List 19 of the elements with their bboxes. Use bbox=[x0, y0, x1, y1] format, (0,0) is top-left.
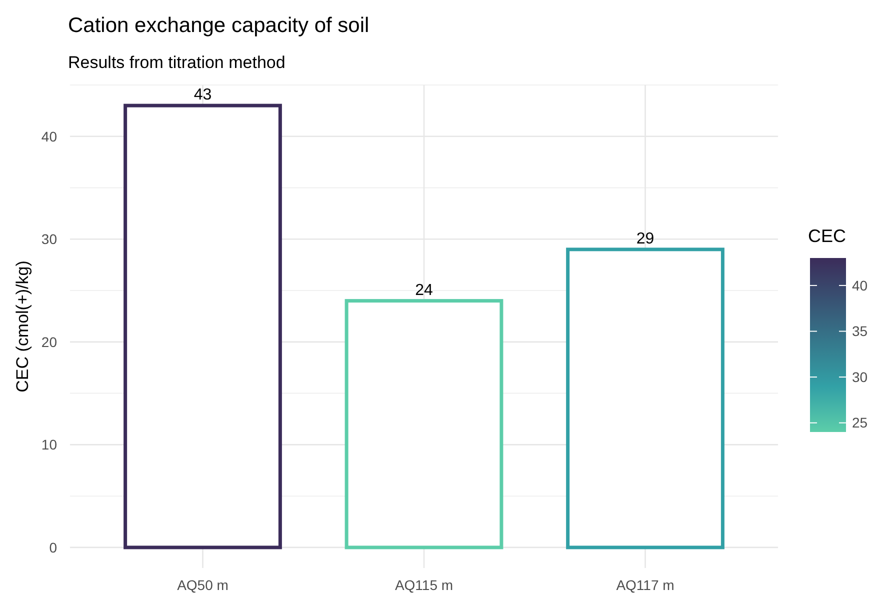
legend-title: CEC bbox=[808, 226, 846, 246]
data-label: 29 bbox=[636, 230, 654, 248]
y-tick-label: 40 bbox=[41, 128, 58, 144]
color-bar-label: 25 bbox=[852, 414, 868, 431]
y-tick-label: 10 bbox=[41, 436, 58, 453]
x-tick-label: AQ50 m bbox=[177, 577, 228, 593]
data-label: 24 bbox=[415, 282, 433, 299]
chart-title: Cation exchange capacity of soil bbox=[68, 14, 370, 37]
color-bar-label: 30 bbox=[852, 368, 868, 385]
chart-subtitle: Results from titration method bbox=[68, 53, 286, 72]
y-tick-label: 0 bbox=[49, 539, 58, 556]
color-bar-label: 35 bbox=[852, 323, 868, 340]
x-tick-label: AQ115 m bbox=[394, 577, 454, 593]
y-tick-label: 30 bbox=[41, 231, 58, 248]
y-axis-title: CEC (cmol(+)/kg) bbox=[13, 260, 32, 392]
data-label: 43 bbox=[194, 86, 212, 104]
y-tick-label: 20 bbox=[41, 334, 58, 350]
x-tick-label: AQ117 m bbox=[616, 577, 674, 593]
color-bar-label: 40 bbox=[852, 277, 868, 294]
